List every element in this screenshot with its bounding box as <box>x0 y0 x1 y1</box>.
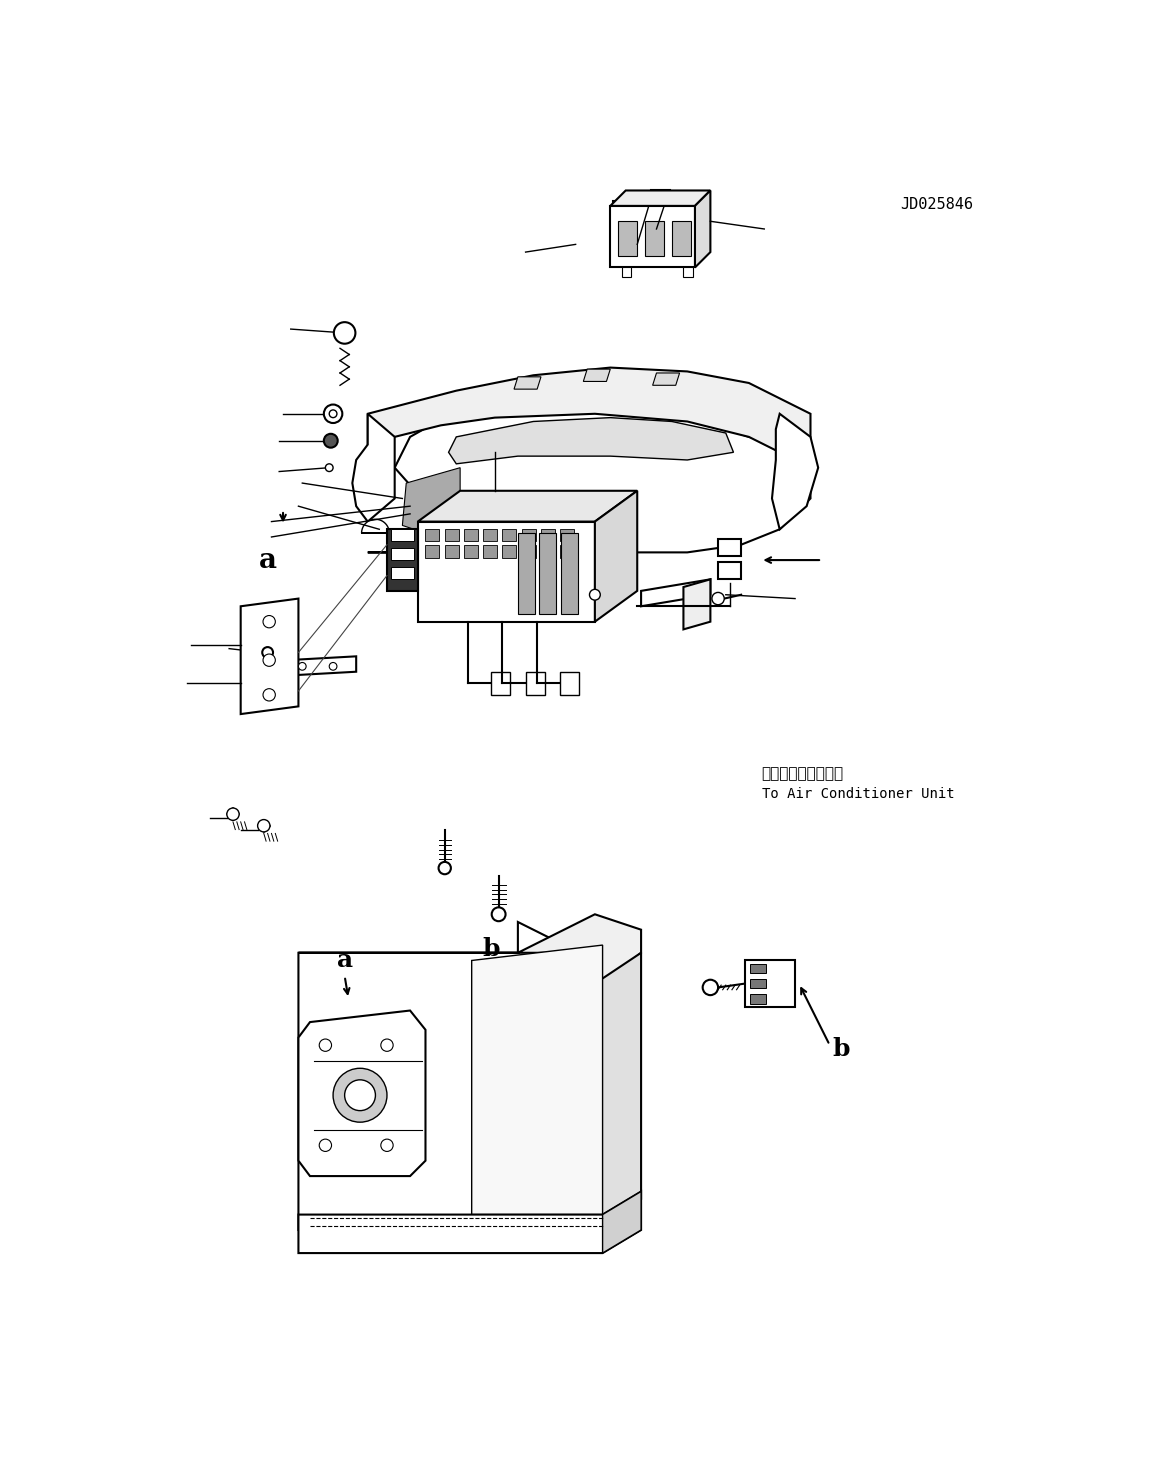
Bar <box>502 528 516 541</box>
Bar <box>561 671 579 694</box>
Circle shape <box>380 1139 393 1151</box>
Polygon shape <box>561 533 578 614</box>
Bar <box>464 528 478 541</box>
Polygon shape <box>368 391 811 553</box>
Text: JD025846: JD025846 <box>900 197 972 212</box>
Polygon shape <box>652 374 679 385</box>
Bar <box>491 671 511 694</box>
Polygon shape <box>402 468 461 533</box>
Bar <box>561 528 575 541</box>
Bar <box>464 546 478 557</box>
Polygon shape <box>518 533 535 614</box>
Polygon shape <box>299 1192 641 1253</box>
Polygon shape <box>299 915 641 983</box>
Circle shape <box>323 433 337 448</box>
Polygon shape <box>611 191 711 206</box>
Bar <box>541 528 555 541</box>
Circle shape <box>319 1139 331 1151</box>
Bar <box>750 995 765 1004</box>
Bar <box>645 222 664 255</box>
Polygon shape <box>299 922 602 1230</box>
Circle shape <box>263 654 276 667</box>
Circle shape <box>380 1039 393 1052</box>
Bar <box>391 528 414 541</box>
Polygon shape <box>362 519 390 533</box>
Circle shape <box>492 907 506 921</box>
Text: a: a <box>258 547 277 573</box>
Bar <box>502 546 516 557</box>
Circle shape <box>319 1039 331 1052</box>
Bar <box>618 222 637 255</box>
Bar <box>613 201 632 226</box>
Circle shape <box>227 808 240 820</box>
Polygon shape <box>514 376 541 390</box>
Text: b: b <box>833 1037 850 1061</box>
Polygon shape <box>368 368 811 468</box>
Polygon shape <box>641 579 711 607</box>
Text: To Air Conditioner Unit: To Air Conditioner Unit <box>762 786 955 801</box>
Polygon shape <box>241 598 299 713</box>
Circle shape <box>344 1080 376 1110</box>
Polygon shape <box>602 1192 641 1253</box>
Polygon shape <box>418 490 637 521</box>
Bar <box>426 546 440 557</box>
Circle shape <box>258 820 270 832</box>
Bar <box>750 963 765 973</box>
Circle shape <box>333 1068 387 1122</box>
Polygon shape <box>418 521 595 622</box>
Bar <box>615 210 628 220</box>
Circle shape <box>329 410 337 417</box>
Bar <box>484 546 497 557</box>
Circle shape <box>263 689 276 700</box>
Bar <box>561 546 575 557</box>
Circle shape <box>299 662 306 670</box>
Bar <box>426 528 440 541</box>
Circle shape <box>702 980 718 995</box>
Bar <box>672 222 691 255</box>
Bar <box>522 528 536 541</box>
Polygon shape <box>772 414 819 530</box>
Polygon shape <box>472 945 602 1214</box>
Circle shape <box>712 592 725 604</box>
Polygon shape <box>684 579 711 629</box>
Bar <box>718 562 741 579</box>
Bar <box>444 546 458 557</box>
Polygon shape <box>622 267 632 277</box>
Polygon shape <box>745 960 795 1007</box>
Polygon shape <box>352 414 394 521</box>
Polygon shape <box>595 490 637 622</box>
Bar <box>522 546 536 557</box>
Polygon shape <box>540 533 556 614</box>
Bar <box>541 546 555 557</box>
Text: a: a <box>336 948 352 973</box>
Circle shape <box>326 464 333 471</box>
Circle shape <box>262 648 273 658</box>
Polygon shape <box>584 369 611 381</box>
Circle shape <box>438 862 451 874</box>
Polygon shape <box>695 191 711 267</box>
Polygon shape <box>299 1011 426 1176</box>
Circle shape <box>323 404 342 423</box>
Polygon shape <box>387 530 418 591</box>
Bar <box>391 547 414 560</box>
Text: b: b <box>483 937 500 961</box>
Bar <box>718 540 741 556</box>
Polygon shape <box>611 206 695 267</box>
Bar <box>484 528 497 541</box>
Bar <box>526 671 544 694</box>
Circle shape <box>329 662 337 670</box>
Polygon shape <box>684 267 693 277</box>
Bar <box>444 528 458 541</box>
Text: エアコンユニットへ: エアコンユニットへ <box>762 766 844 781</box>
Bar <box>750 979 765 988</box>
Circle shape <box>263 616 276 627</box>
Circle shape <box>334 322 356 344</box>
Polygon shape <box>449 417 734 464</box>
Bar <box>391 568 414 579</box>
Bar <box>651 190 670 214</box>
Circle shape <box>590 589 600 600</box>
Polygon shape <box>287 657 356 676</box>
Polygon shape <box>595 953 641 1230</box>
Bar <box>654 198 666 209</box>
